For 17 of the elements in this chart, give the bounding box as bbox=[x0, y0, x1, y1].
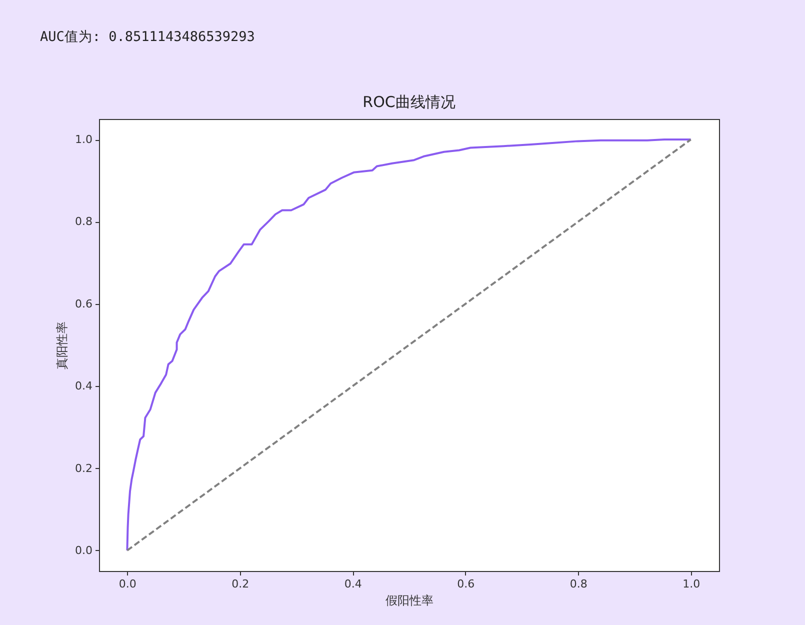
x-tick-label: 1.0 bbox=[682, 578, 700, 590]
x-tick-label: 0.6 bbox=[457, 578, 475, 590]
y-tick-label: 0.2 bbox=[75, 462, 92, 475]
x-tick-label: 0.0 bbox=[118, 578, 136, 590]
x-axis-title: 假阳性率 bbox=[386, 594, 434, 608]
y-tick-label: 1.0 bbox=[75, 133, 92, 146]
y-tick-label: 0.8 bbox=[75, 215, 92, 228]
line-series bbox=[126, 138, 692, 552]
text: AUC值为: 0.8511143486539293 bbox=[40, 29, 255, 45]
y-tick-label: 0.6 bbox=[75, 297, 92, 310]
y-tick-label: 0.4 bbox=[75, 380, 92, 393]
x-tick-label: 0.2 bbox=[232, 578, 250, 590]
x-tick-label: 0.8 bbox=[570, 578, 588, 590]
y-axis-title: 真阳性率 bbox=[55, 322, 70, 370]
chart-title: ROC曲线情况 bbox=[362, 93, 456, 111]
y-tick-label: 0.0 bbox=[75, 544, 92, 557]
x-tick-label: 0.4 bbox=[344, 578, 362, 590]
